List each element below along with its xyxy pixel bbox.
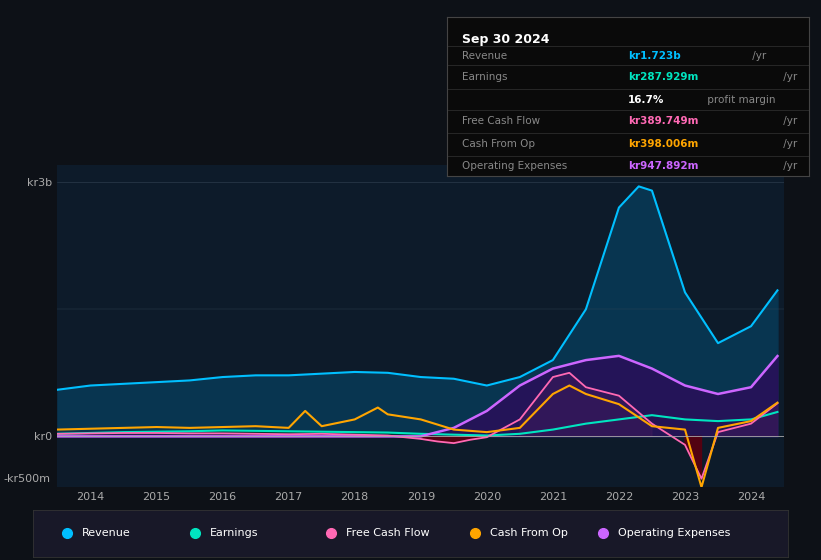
Text: -kr500m: -kr500m <box>3 474 50 484</box>
Text: /yr: /yr <box>750 51 767 61</box>
Text: /yr: /yr <box>780 161 797 171</box>
Text: Free Cash Flow: Free Cash Flow <box>346 529 430 538</box>
Text: Revenue: Revenue <box>462 51 507 61</box>
Text: Revenue: Revenue <box>82 529 131 538</box>
Text: kr1.723b: kr1.723b <box>628 51 681 61</box>
Text: kr287.929m: kr287.929m <box>628 72 699 82</box>
Text: Operating Expenses: Operating Expenses <box>618 529 731 538</box>
Text: 16.7%: 16.7% <box>628 95 664 105</box>
Text: Earnings: Earnings <box>210 529 259 538</box>
Text: kr398.006m: kr398.006m <box>628 139 699 150</box>
Text: Cash From Op: Cash From Op <box>462 139 535 150</box>
Text: /yr: /yr <box>780 116 797 127</box>
Text: kr947.892m: kr947.892m <box>628 161 699 171</box>
Text: kr389.749m: kr389.749m <box>628 116 699 127</box>
Text: profit margin: profit margin <box>704 95 775 105</box>
Text: Sep 30 2024: Sep 30 2024 <box>462 32 549 46</box>
Text: Free Cash Flow: Free Cash Flow <box>462 116 540 127</box>
Text: /yr: /yr <box>780 72 797 82</box>
Text: Earnings: Earnings <box>462 72 507 82</box>
Text: Operating Expenses: Operating Expenses <box>462 161 567 171</box>
Text: /yr: /yr <box>780 139 797 150</box>
Text: Cash From Op: Cash From Op <box>490 529 567 538</box>
